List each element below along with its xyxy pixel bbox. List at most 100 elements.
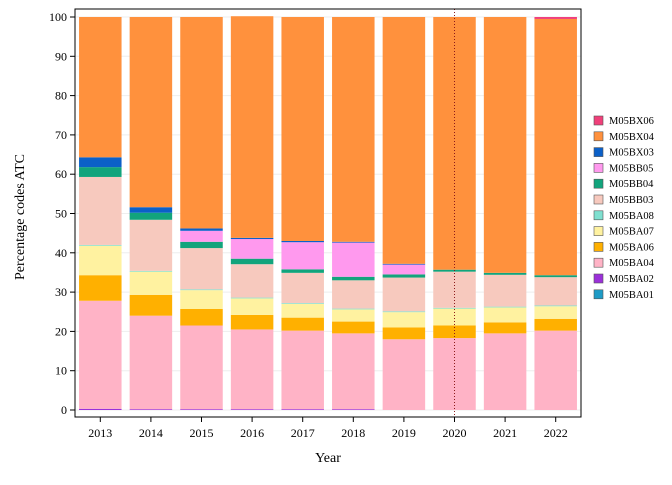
bar-segment (180, 230, 223, 242)
legend-label: M05BX04 (609, 132, 655, 143)
y-tick-label: 40 (55, 246, 67, 260)
bar-segment (483, 307, 527, 323)
bar-segment (230, 258, 274, 265)
bar-segment (534, 17, 577, 19)
bar-segment (129, 207, 173, 213)
bar-segment (79, 176, 122, 245)
bar-segment (332, 309, 375, 322)
bar-segment (281, 242, 324, 270)
bar-segment (230, 264, 274, 298)
bar-segment (79, 300, 122, 409)
bar-segment (129, 294, 173, 316)
bar-segment (483, 322, 527, 334)
legend-label: M05BA07 (609, 227, 654, 238)
bar-segment (230, 16, 274, 238)
bar-segment (79, 408, 122, 410)
bar-segment (180, 290, 223, 309)
bar-segment (281, 317, 324, 331)
bar-segment (230, 329, 274, 410)
legend-label: M05BB05 (609, 163, 653, 174)
x-tick-label: 2015 (190, 426, 214, 440)
bar-segment (180, 248, 223, 290)
bar-segment (180, 308, 223, 326)
bar-segment (382, 339, 426, 410)
y-axis-label: Percentage codes ATC (13, 154, 28, 280)
bar-segment (534, 18, 577, 276)
y-tick-label: 10 (55, 364, 67, 378)
legend-swatch (593, 289, 604, 300)
bar-segment (79, 245, 122, 276)
x-tick-label: 2017 (291, 426, 315, 440)
bar-segment (180, 228, 223, 231)
bar-segment (433, 17, 476, 270)
bar-segment (281, 303, 324, 318)
bar-segment (281, 272, 324, 304)
x-tick-label: 2020 (443, 426, 467, 440)
bar-segment (332, 242, 375, 277)
bar-segment (79, 167, 122, 177)
bar-segment (483, 306, 527, 308)
legend-label: M05BA08 (609, 211, 654, 222)
bar-segment (382, 277, 426, 312)
legend-label: M05BA02 (609, 274, 654, 285)
bar-segment (534, 275, 577, 278)
bar-segment (129, 212, 173, 220)
bar-segment (230, 239, 274, 259)
legend-swatch (593, 178, 604, 189)
bar-segment (281, 330, 324, 410)
legend-label: M05BX03 (609, 148, 654, 159)
bar-segment (382, 274, 426, 278)
bar-segment (382, 327, 426, 340)
bar-segment (180, 325, 223, 410)
legend-label: M05BB03 (609, 195, 653, 206)
legend-swatch (593, 115, 604, 126)
bar-segment (230, 237, 274, 240)
legend-swatch (593, 163, 604, 173)
bar-segment (230, 297, 274, 299)
bar-segment (129, 271, 173, 295)
bar-segment (534, 330, 577, 410)
bar-segment (382, 264, 426, 275)
legend: M05BX06 M05BX04 M05BX03 M05BB05 M05BB04 M05BB… (593, 115, 655, 301)
legend-label: M05BA04 (609, 258, 655, 269)
bar-segment (129, 219, 173, 271)
x-axis-label: Year (315, 451, 341, 466)
bar-segment (79, 275, 122, 301)
x-tick-label: 2022 (544, 426, 568, 440)
x-tick-label: 2018 (341, 426, 365, 440)
legend-swatch (593, 194, 604, 205)
y-tick-label: 100 (49, 10, 67, 24)
bar-segment (483, 17, 527, 273)
bar-segment (129, 17, 173, 208)
bar-segment (281, 303, 324, 304)
bar-segment (332, 276, 375, 281)
bar-segment (281, 241, 324, 243)
legend-swatch (593, 210, 604, 221)
bar-segment (483, 274, 527, 307)
y-tick-label: 0 (61, 403, 67, 417)
bar-segment (129, 409, 173, 410)
bar-segment (129, 315, 173, 410)
legend-swatch (593, 226, 604, 236)
bar-segment (332, 241, 375, 243)
bar-segment (332, 308, 375, 310)
bar-segment (281, 269, 324, 273)
bar-segment (230, 409, 274, 410)
y-tick-label: 20 (55, 324, 67, 338)
bar-segment (79, 17, 122, 158)
bar-segment (433, 308, 476, 326)
y-tick-label: 90 (55, 49, 67, 63)
x-tick-label: 2016 (240, 426, 264, 440)
legend-swatch (593, 242, 604, 252)
x-tick-label: 2021 (493, 426, 517, 440)
bar-segment (433, 325, 476, 339)
bar-segment (382, 17, 426, 264)
bar-segment (433, 307, 476, 309)
bar-segment (382, 312, 426, 328)
bar-segment (332, 17, 375, 242)
bar-segment (382, 263, 426, 265)
legend-swatch (593, 147, 604, 157)
bar-segment (281, 409, 324, 410)
